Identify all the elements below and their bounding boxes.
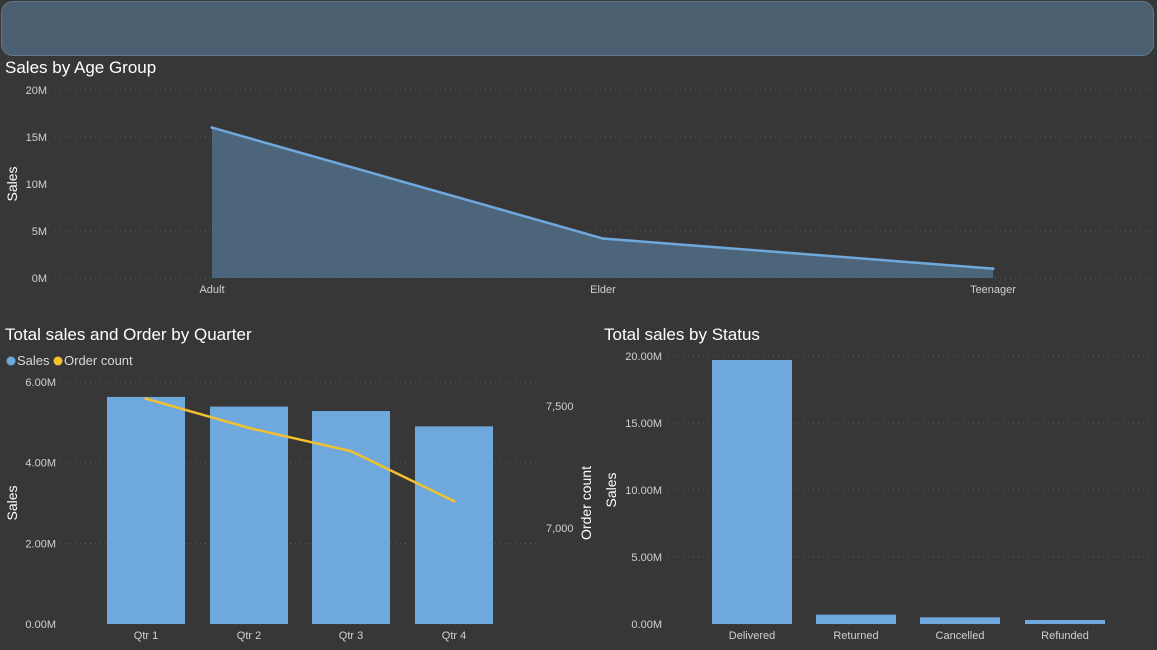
- x-tick-label: Adult: [199, 284, 224, 296]
- data-point: [144, 397, 148, 401]
- y-tick-label: 10M: [26, 179, 47, 191]
- x-tick-label: Refunded: [1041, 630, 1089, 642]
- data-point: [991, 267, 995, 271]
- x-tick-label: Qtr 4: [442, 630, 466, 642]
- bar-sales: [712, 360, 792, 624]
- bar-sales: [107, 396, 185, 624]
- y-tick-label: 6.00M: [25, 377, 56, 389]
- bar-sales: [1025, 619, 1105, 624]
- y2-tick-label: 7,000: [546, 523, 574, 535]
- y2-tick-label: 7,500: [546, 401, 574, 413]
- legend-marker-order-count: [53, 356, 63, 366]
- y-tick-label: 5.00M: [631, 552, 662, 564]
- y2-axis-title: Order count: [578, 466, 594, 540]
- area-fill: [212, 127, 993, 278]
- y-tick-label: 0.00M: [631, 619, 662, 631]
- y-tick-label: 15M: [26, 132, 47, 144]
- x-tick-label: Teenager: [970, 284, 1016, 296]
- x-tick-label: Qtr 1: [134, 630, 158, 642]
- y-axis-title: Sales: [603, 472, 619, 507]
- y-tick-label: 4.00M: [25, 458, 56, 470]
- x-tick-label: Elder: [590, 284, 616, 296]
- y-tick-label: 20M: [26, 85, 47, 97]
- x-tick-label: Returned: [833, 630, 878, 642]
- y-axis-title: Sales: [4, 166, 20, 201]
- y-tick-label: 10.00M: [625, 485, 662, 497]
- y-tick-label: 0.00M: [25, 619, 56, 631]
- y-tick-label: 20.00M: [625, 351, 662, 363]
- data-point: [452, 499, 456, 503]
- status-chart-title: Total sales by Status: [604, 325, 760, 344]
- y-tick-label: 2.00M: [25, 538, 56, 550]
- data-point: [247, 426, 251, 430]
- bar-sales: [816, 614, 896, 624]
- header-banner: [1, 1, 1154, 56]
- data-point: [349, 449, 353, 453]
- legend-label-sales: Sales: [17, 353, 50, 368]
- x-tick-label: Delivered: [729, 630, 775, 642]
- series-line-order-count: [145, 397, 455, 503]
- bar-sales: [415, 426, 493, 624]
- bar-sales: [210, 406, 288, 624]
- y-tick-label: 5M: [32, 226, 47, 238]
- bar-sales: [920, 617, 1000, 624]
- legend-marker-sales: [6, 356, 16, 366]
- x-tick-label: Qtr 3: [339, 630, 363, 642]
- legend-label-order-count: Order count: [64, 353, 133, 368]
- bar-sales: [312, 411, 390, 624]
- x-tick-label: Qtr 2: [237, 630, 261, 642]
- data-point: [601, 237, 605, 241]
- x-tick-label: Cancelled: [936, 630, 985, 642]
- data-point: [210, 126, 214, 130]
- age-chart-title: Sales by Age Group: [5, 58, 157, 77]
- quarter-chart-title: Total sales and Order by Quarter: [5, 325, 252, 344]
- y-axis-title: Sales: [4, 485, 20, 520]
- y-tick-label: 15.00M: [625, 418, 662, 430]
- y-tick-label: 0M: [32, 273, 47, 285]
